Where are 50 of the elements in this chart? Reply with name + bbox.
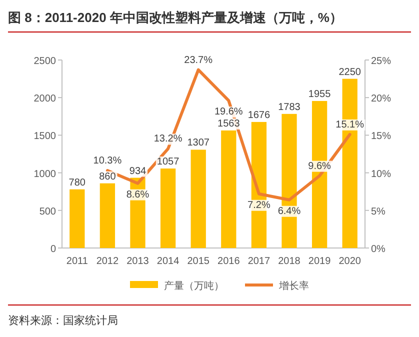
x-tick-label: 2017 <box>248 256 271 267</box>
x-tick-label: 2012 <box>96 256 120 267</box>
x-tick-label: 2013 <box>126 256 150 267</box>
legend-label: 产量（万吨） <box>164 280 224 292</box>
data-label: 1783 <box>278 102 301 113</box>
text: 资料来源：国家统计局 <box>8 314 118 327</box>
y2-tick-label: 20% <box>371 94 392 105</box>
y-tick-label: 2500 <box>34 56 56 67</box>
data-label: 1955 <box>308 88 332 100</box>
data-label: 9.6% <box>308 160 332 172</box>
bar <box>70 189 85 248</box>
x-tick-label: 2018 <box>278 256 301 267</box>
y2-tick-label: 25% <box>371 56 392 67</box>
data-label: 7.2% <box>248 200 270 211</box>
data-label: 2250 <box>338 66 362 78</box>
y-tick-label: 1500 <box>34 131 56 142</box>
x-tick-label: 2015 <box>187 256 210 267</box>
data-label: 1307 <box>187 138 210 149</box>
data-label: 780 <box>68 177 86 188</box>
bar <box>190 150 206 248</box>
bar <box>221 130 236 248</box>
data-label: 934 <box>129 166 147 177</box>
data-label: 1563 <box>218 118 240 130</box>
y2-tick-label: 15% <box>371 131 392 142</box>
y2-tick-label: 0% <box>371 244 386 255</box>
x-tick-label: 2014 <box>156 256 180 267</box>
y2-tick-label: 5% <box>371 206 386 218</box>
x-tick-label: 2016 <box>218 256 240 267</box>
y-tick-label: 2000 <box>34 94 56 105</box>
y-tick-label: 1000 <box>34 168 56 180</box>
chart-title: 图 8：2011-2020 年中国改性塑料产量及增速（万吨，%） <box>8 10 342 25</box>
data-label: 19.6% <box>214 106 243 118</box>
x-tick-label: 2020 <box>338 256 362 267</box>
y2-tick-label: 10% <box>371 168 392 180</box>
data-label: 860 <box>99 171 116 182</box>
data-label: 1057 <box>156 156 180 168</box>
x-tick-label: 2011 <box>66 256 88 267</box>
data-label: 10.3% <box>93 156 122 167</box>
data-label: 8.6% <box>126 189 150 200</box>
bar <box>160 168 176 248</box>
data-label: 1676 <box>248 110 271 121</box>
data-label: 15.1% <box>336 119 364 130</box>
legend-label: 增长率 <box>278 280 309 292</box>
data-label: 6.4% <box>278 206 301 217</box>
y-tick-label: 500 <box>39 206 56 218</box>
y-tick-label: 0 <box>50 244 56 255</box>
data-label: 13.2% <box>154 134 182 145</box>
bar <box>100 183 116 248</box>
data-label: 23.7% <box>184 54 213 66</box>
x-tick-label: 2019 <box>308 256 332 267</box>
